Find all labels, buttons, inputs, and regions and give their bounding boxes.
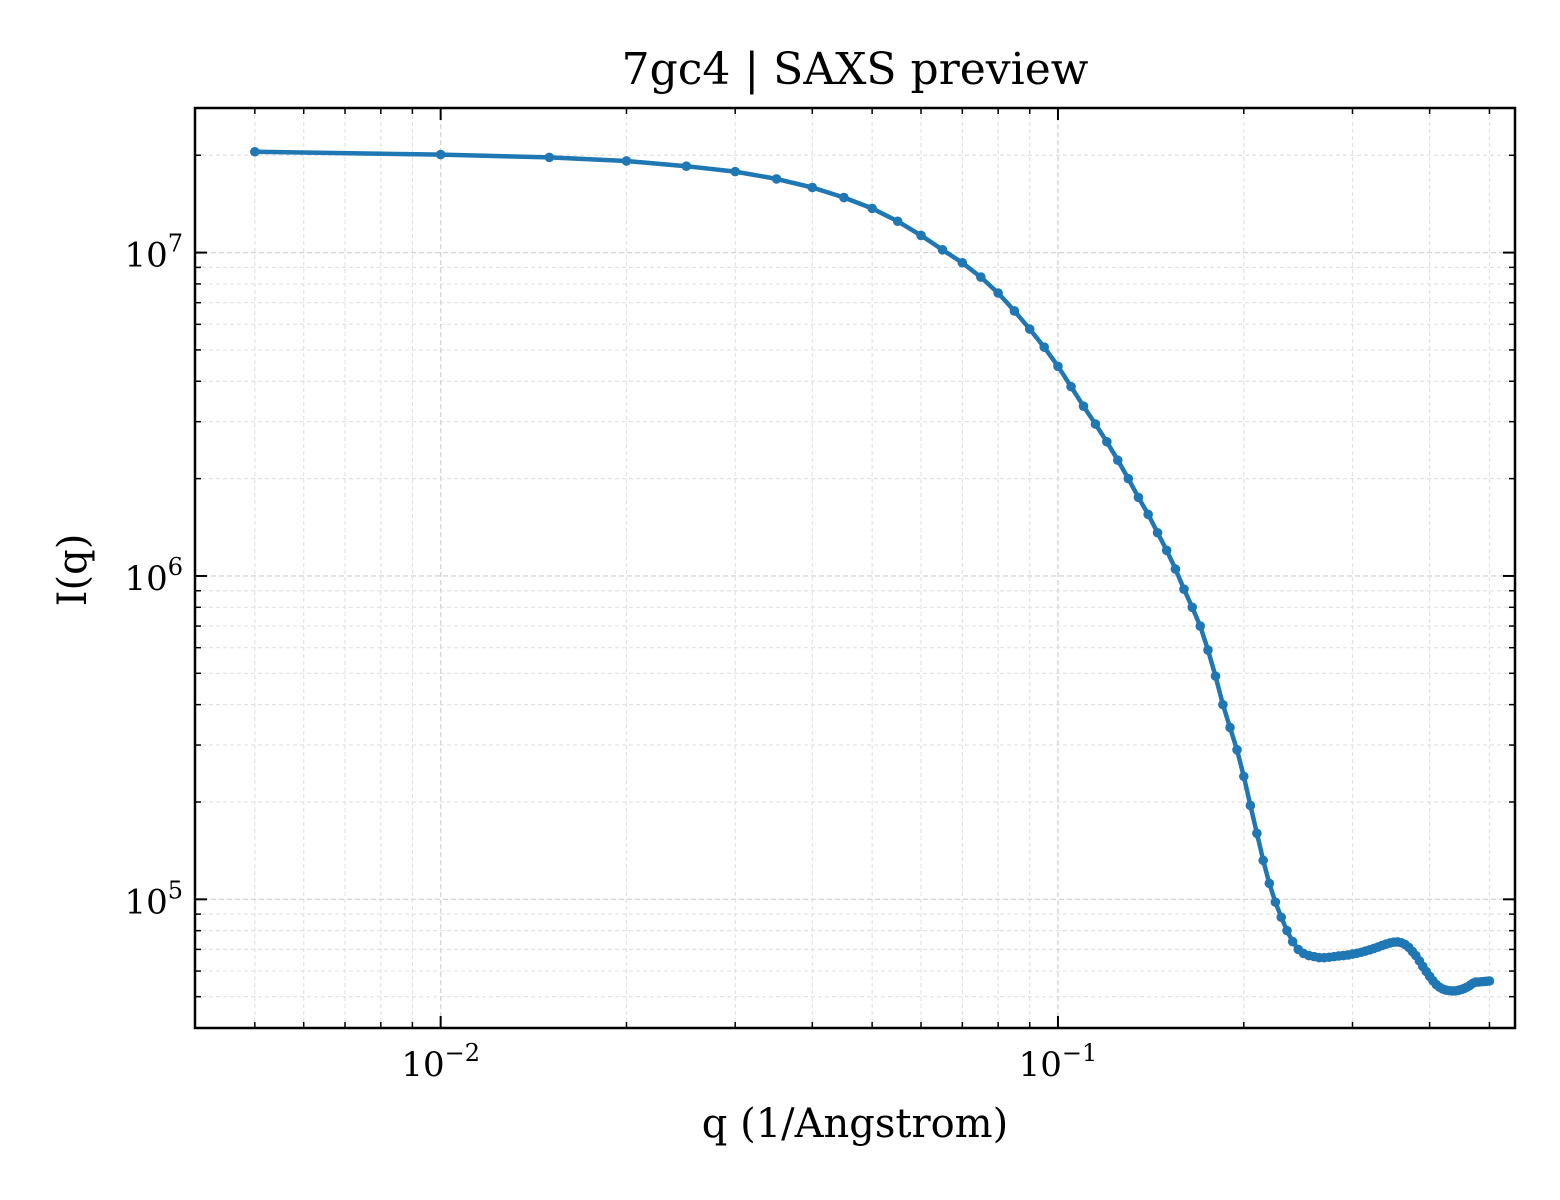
data-point xyxy=(1090,419,1101,429)
data-point xyxy=(1258,855,1268,866)
data-point xyxy=(1225,722,1235,733)
data-point xyxy=(1123,473,1134,484)
data-point xyxy=(621,156,632,166)
y-tick-label: 107 xyxy=(124,230,183,276)
data-point xyxy=(993,288,1003,298)
data-point xyxy=(1270,897,1281,907)
x-axis-label: q (1/Angstrom) xyxy=(702,1101,1008,1147)
minor-grid xyxy=(194,108,1515,1029)
data-point xyxy=(976,272,986,282)
series-layer xyxy=(250,146,1495,996)
x-tick-label: 10−1 xyxy=(1019,1039,1098,1085)
data-point xyxy=(957,257,968,268)
data-point xyxy=(867,203,877,214)
data-point xyxy=(1009,306,1020,316)
data-point xyxy=(730,166,740,177)
data-point xyxy=(1053,361,1063,372)
y-tick-label: 106 xyxy=(124,553,183,599)
data-point xyxy=(1187,602,1198,613)
data-point xyxy=(681,161,692,172)
data-point xyxy=(1024,324,1035,334)
data-point xyxy=(435,149,446,160)
data-point xyxy=(1252,828,1262,839)
chart-title: 7gc4 | SAXS preview xyxy=(622,44,1089,95)
data-point xyxy=(1102,436,1112,447)
data-point xyxy=(1287,936,1298,947)
data-point xyxy=(1203,645,1213,655)
data-point xyxy=(1143,509,1153,520)
data-point xyxy=(771,174,782,184)
data-point xyxy=(937,245,948,255)
data-point xyxy=(1039,342,1050,352)
data-point xyxy=(1238,771,1249,782)
data-point xyxy=(1133,492,1144,503)
plot-frame xyxy=(193,106,1517,1030)
data-point xyxy=(892,216,903,227)
x-tick-label: 10−2 xyxy=(401,1039,480,1085)
data-point xyxy=(1066,381,1076,392)
data-point xyxy=(1179,584,1189,595)
y-tick-label: 105 xyxy=(124,876,183,922)
data-point xyxy=(1282,925,1292,936)
data-point xyxy=(1245,800,1256,811)
data-point xyxy=(1170,564,1181,574)
data-point xyxy=(1484,976,1495,986)
y-axis-label: I(q) xyxy=(50,534,96,607)
data-point xyxy=(250,146,260,157)
data-point xyxy=(1232,744,1242,755)
data-point xyxy=(1210,671,1221,681)
data-point xyxy=(1152,527,1163,538)
data-point xyxy=(916,230,926,241)
data-point xyxy=(1078,401,1089,411)
ticks: 10−2 10−1 105 106 107 xyxy=(124,108,1515,1085)
data-point xyxy=(1276,912,1287,923)
data-point xyxy=(839,192,849,203)
major-grid xyxy=(195,108,1515,1028)
data-point xyxy=(1264,878,1275,889)
data-point xyxy=(544,152,555,163)
data-point xyxy=(1112,455,1123,466)
data-point xyxy=(1161,545,1172,556)
data-point xyxy=(1218,699,1228,710)
data-point xyxy=(807,182,818,193)
data-point xyxy=(1195,621,1206,631)
